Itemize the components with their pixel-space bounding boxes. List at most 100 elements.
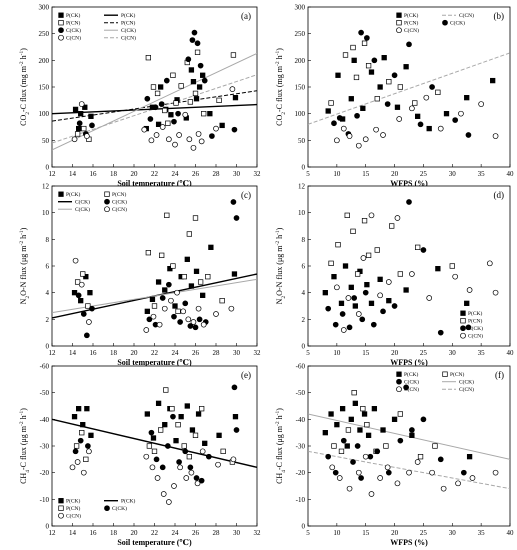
data-point <box>188 67 195 73</box>
y-tick-label: 8 <box>302 236 306 244</box>
data-point <box>415 113 421 119</box>
data-point <box>194 49 201 55</box>
y-tick-label: 200 <box>295 57 306 65</box>
data-point <box>231 126 238 133</box>
x-tick-label: 16 <box>90 170 98 178</box>
data-point <box>368 69 375 75</box>
data-point <box>173 438 179 444</box>
x-axis-label: Soil temperature (℃) <box>117 538 192 547</box>
data-point <box>396 27 402 34</box>
data-point <box>163 77 170 84</box>
y-tick-label: 0 <box>302 343 306 351</box>
data-point <box>365 63 372 69</box>
data-point <box>346 133 353 139</box>
data-point <box>361 218 368 224</box>
data-point <box>187 464 194 471</box>
data-point <box>78 298 84 304</box>
data-point <box>188 469 195 476</box>
data-point <box>77 437 84 444</box>
x-tick-label: 24 <box>172 529 180 537</box>
data-point <box>169 406 175 412</box>
x-tick-label: 30 <box>449 529 457 537</box>
data-point <box>87 290 93 296</box>
data-point <box>180 308 187 315</box>
data-point <box>420 247 427 253</box>
y-tick-label: 0 <box>46 343 50 351</box>
data-point <box>415 244 421 250</box>
data-point <box>149 464 156 471</box>
data-point <box>104 505 110 512</box>
series <box>74 49 237 142</box>
data-point <box>58 498 64 504</box>
data-point <box>178 83 184 89</box>
data-point <box>231 271 238 277</box>
data-point <box>478 101 484 107</box>
data-point <box>175 422 181 428</box>
data-point <box>412 100 418 106</box>
data-point <box>80 311 87 317</box>
y-tick-label: 0 <box>46 164 50 172</box>
data-point <box>360 105 366 111</box>
data-point <box>189 427 196 433</box>
plot-content <box>52 29 257 151</box>
legend-label: P(CN) <box>468 318 483 325</box>
data-point <box>170 263 176 269</box>
data-point <box>150 435 157 441</box>
data-point <box>195 411 202 417</box>
data-point <box>336 115 343 121</box>
data-point <box>156 321 163 328</box>
data-point <box>155 400 162 406</box>
data-point <box>176 132 182 138</box>
data-point <box>458 110 464 117</box>
data-point <box>192 432 199 438</box>
data-point <box>164 443 171 449</box>
data-point <box>190 319 197 325</box>
data-point <box>88 113 94 119</box>
x-tick-label: 35 <box>478 349 486 357</box>
data-point <box>460 332 466 339</box>
data-point <box>406 41 412 48</box>
data-point <box>354 443 361 449</box>
legend-label: C(CK) <box>404 379 419 386</box>
data-point <box>184 256 190 262</box>
data-point <box>71 136 78 143</box>
data-point <box>213 311 219 317</box>
data-point <box>74 131 81 137</box>
series <box>325 384 467 481</box>
data-point <box>185 316 192 323</box>
data-point <box>340 327 347 333</box>
data-point <box>187 99 194 105</box>
x-axis-label: WFPS (%) <box>390 358 428 367</box>
series <box>73 387 236 465</box>
data-point <box>160 491 167 497</box>
x-tick-label: 25 <box>420 529 428 537</box>
data-point <box>426 295 433 301</box>
plot-content <box>52 384 257 505</box>
legend-label: P(CN) <box>450 371 465 378</box>
legend-label: C(CN) <box>468 333 483 340</box>
data-point <box>345 427 352 433</box>
data-point <box>437 329 444 336</box>
data-point <box>380 427 386 433</box>
x-tick-label: 20 <box>131 170 139 178</box>
data-point <box>371 57 378 64</box>
data-point <box>492 133 499 139</box>
data-point <box>348 96 354 102</box>
x-tick-label: 30 <box>233 170 241 178</box>
legend-label: C(CN) <box>121 35 136 42</box>
data-point <box>187 323 194 329</box>
series <box>69 448 237 505</box>
data-point <box>465 132 472 138</box>
data-point <box>72 448 79 455</box>
series <box>328 212 455 277</box>
data-point <box>58 34 64 41</box>
data-point <box>190 79 197 85</box>
data-point <box>192 90 199 97</box>
data-point <box>104 191 110 197</box>
data-point <box>159 124 166 130</box>
x-tick-label: 26 <box>192 529 200 537</box>
data-point <box>207 111 213 117</box>
panel-label: (f) <box>495 370 504 380</box>
data-point <box>352 303 358 309</box>
data-point <box>426 125 432 132</box>
